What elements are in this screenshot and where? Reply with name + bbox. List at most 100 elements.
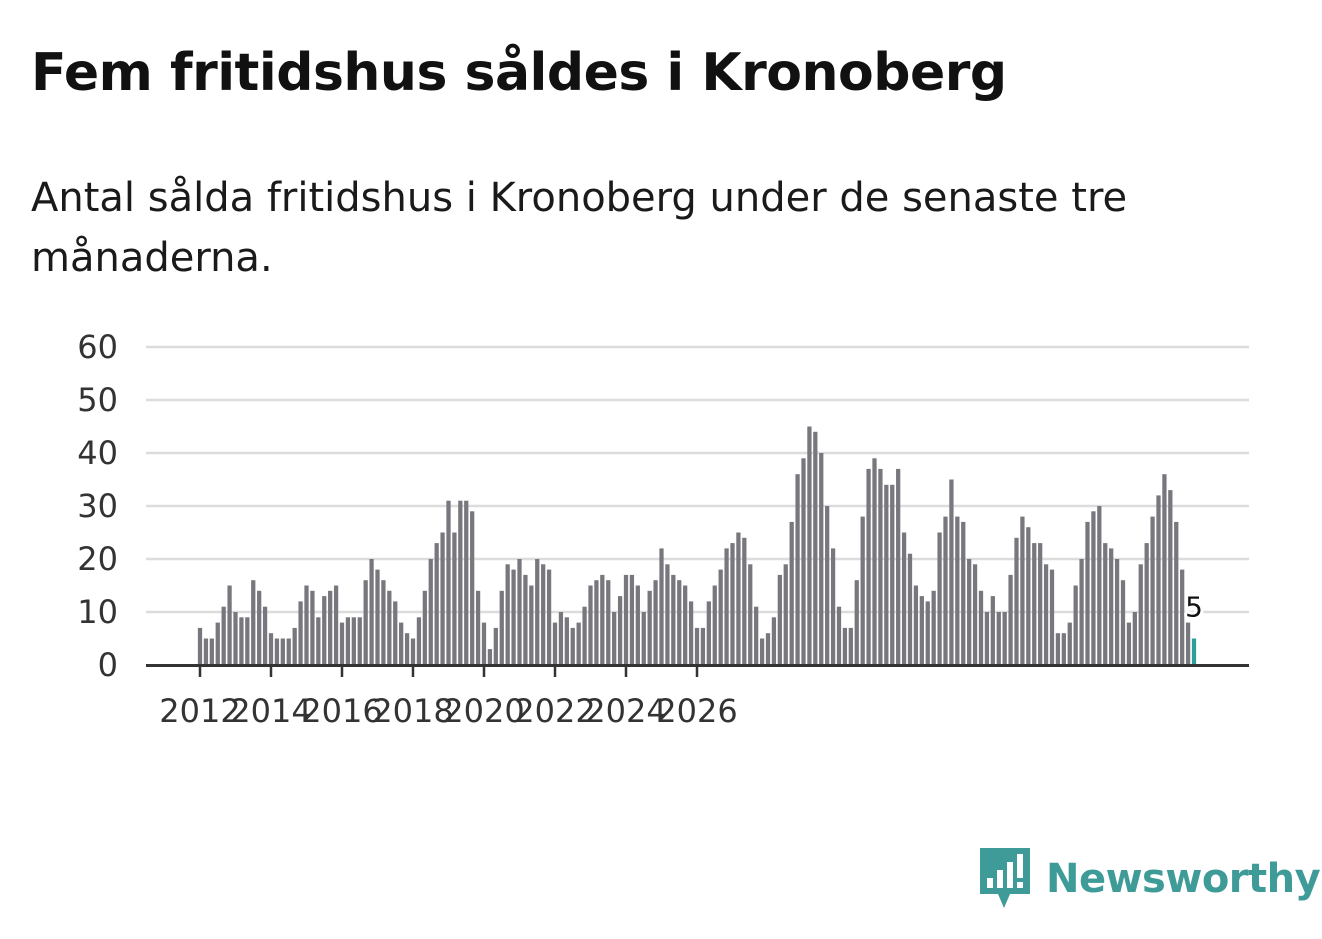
bar: [1073, 585, 1078, 665]
bar: [481, 622, 487, 665]
bar: [381, 580, 386, 665]
bar: [712, 585, 717, 665]
bar: [333, 585, 339, 665]
brand-name: Newsworthy: [1046, 856, 1321, 902]
bar: [659, 548, 664, 665]
bar: [475, 590, 481, 665]
bar: [404, 633, 410, 665]
bar: [582, 606, 587, 665]
bar: [351, 617, 356, 665]
bar: [807, 426, 812, 665]
bar: [1138, 564, 1143, 665]
bar: [825, 506, 830, 665]
bar: [937, 532, 942, 665]
newsworthy-brand: Newsworthy: [980, 848, 1321, 910]
bar: [623, 574, 629, 665]
bar: [197, 627, 203, 665]
bar: [1008, 574, 1013, 665]
bar: [777, 574, 782, 665]
bar: [759, 638, 765, 665]
bar: [1085, 521, 1090, 665]
bar: [1120, 580, 1126, 665]
bar: [984, 612, 990, 665]
bar: [434, 543, 439, 665]
bar: [647, 590, 652, 665]
bar: [1150, 516, 1155, 665]
bar: [653, 580, 658, 665]
bar: [813, 431, 818, 665]
bar: [836, 606, 842, 665]
y-tick-label: 60: [77, 328, 118, 366]
bar: [428, 559, 433, 665]
bar: [617, 596, 623, 665]
bar: [387, 590, 392, 665]
bar: [1002, 612, 1007, 665]
bar: [357, 617, 362, 665]
bar: [576, 622, 581, 665]
last-value-label: 5: [1185, 591, 1203, 624]
bar: [458, 500, 463, 665]
bar: [375, 569, 380, 665]
bar: [1180, 569, 1185, 665]
bar: [470, 511, 475, 665]
bar: [541, 564, 546, 665]
x-tick-label: 2026: [656, 692, 737, 730]
bar: [322, 596, 327, 665]
bar: [1144, 543, 1149, 665]
bar: [1185, 622, 1191, 665]
bar: [570, 627, 575, 665]
bar: [558, 612, 564, 665]
bar: [274, 638, 280, 665]
bar: [1038, 543, 1043, 665]
bar: [718, 569, 723, 665]
bar: [1020, 516, 1025, 665]
bar: [594, 580, 599, 665]
bar: [363, 580, 368, 665]
bar: [736, 532, 741, 665]
bar: [724, 548, 729, 665]
bar: [286, 638, 291, 665]
bar: [511, 569, 516, 665]
bar: [901, 532, 907, 665]
bar: [606, 580, 611, 665]
bar: [393, 601, 398, 665]
bar: [795, 474, 800, 665]
bar: [990, 596, 995, 665]
bar: [955, 516, 960, 665]
bar: [493, 627, 498, 665]
bar: [1168, 490, 1173, 665]
bar: [564, 617, 569, 665]
bar: [1162, 474, 1167, 665]
bar: [203, 638, 209, 665]
bar: [961, 521, 966, 665]
y-axis-ticks: 0 10 20 30 40 50 60: [77, 328, 118, 684]
bar: [860, 516, 865, 665]
bar: [967, 559, 972, 665]
bar: [919, 596, 924, 665]
bar: [600, 574, 605, 665]
chart-title: Fem fritidshus såldes i Kronoberg: [31, 43, 1007, 103]
bar: [1114, 559, 1120, 665]
gridlines: [146, 345, 1249, 614]
bar: [830, 548, 836, 665]
bar: [1174, 521, 1179, 665]
x-tick-label: 2014: [230, 692, 311, 730]
bar: [440, 532, 445, 665]
bar: [748, 564, 753, 665]
bar: [931, 590, 936, 665]
bar: [262, 606, 268, 665]
y-tick-label: 30: [77, 487, 118, 525]
bar: [221, 606, 226, 665]
y-tick-label: 40: [77, 434, 118, 472]
bar: [328, 590, 333, 665]
bar: [369, 559, 374, 665]
bar: [612, 612, 617, 665]
bar: [1097, 506, 1102, 665]
bar: [416, 617, 422, 665]
bar: [683, 585, 688, 665]
bar: [1026, 527, 1031, 665]
bar: [1067, 622, 1072, 665]
bar: [765, 633, 771, 665]
bar: [943, 516, 948, 665]
